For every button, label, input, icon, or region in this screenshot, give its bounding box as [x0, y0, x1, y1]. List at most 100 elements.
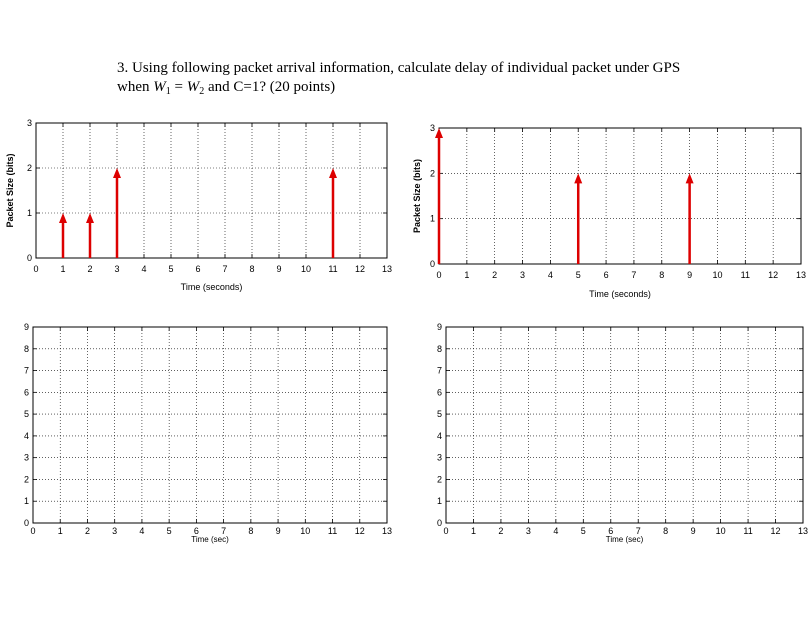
plot-frame	[32, 326, 388, 524]
x-tick-label: 0	[436, 270, 441, 280]
question-line-2: when W1 = W2 and C=1? (20 points)	[117, 78, 757, 101]
packet-arrow-head	[574, 173, 583, 184]
plot-frame	[438, 127, 802, 265]
x-tick-label: 9	[687, 270, 692, 280]
x-tick-label: 2	[498, 526, 503, 536]
plot-frame	[35, 122, 388, 259]
x-tick-label: 2	[85, 526, 90, 536]
question-number: 3.	[117, 60, 129, 76]
w2-symbol: W	[186, 79, 200, 95]
x-tick-label: 4	[548, 270, 553, 280]
question-when: when	[117, 79, 150, 95]
question-rest: and C=1? (20 points)	[204, 79, 336, 95]
x-axis-label: Time (sec)	[191, 535, 229, 544]
x-tick-label: 13	[382, 526, 392, 536]
x-tick-label: 9	[276, 264, 281, 274]
y-tick-label: 4	[24, 431, 29, 441]
plot-frame	[445, 326, 804, 524]
x-tick-label: 7	[222, 264, 227, 274]
y-tick-label: 9	[24, 322, 29, 332]
x-tick-label: 4	[553, 526, 558, 536]
x-tick-label: 6	[195, 264, 200, 274]
x-tick-label: 10	[716, 526, 726, 536]
packet-arrow-head	[86, 213, 94, 223]
x-axis-label: Time (seconds)	[181, 282, 243, 292]
packet-arrow-head	[685, 173, 694, 184]
x-tick-label: 0	[33, 264, 38, 274]
x-tick-label: 4	[141, 264, 146, 274]
x-tick-label: 2	[492, 270, 497, 280]
y-tick-label: 2	[24, 474, 29, 484]
packet-arrow-head	[59, 213, 67, 223]
y-axis-label: Packet Size (bits)	[412, 159, 422, 233]
y-tick-label: 6	[24, 387, 29, 397]
w2-subscript: 2	[199, 86, 205, 97]
y-tick-label: 8	[437, 344, 442, 354]
y-tick-label: 1	[437, 496, 442, 506]
question-text: 3. Using following packet arrival inform…	[117, 59, 757, 101]
w1-subscript: 1	[165, 86, 171, 97]
x-tick-label: 12	[355, 526, 365, 536]
x-tick-label: 13	[382, 264, 392, 274]
x-tick-label: 1	[471, 526, 476, 536]
y-tick-label: 0	[27, 253, 32, 263]
y-axis-label: Packet Size (bits)	[5, 153, 15, 227]
x-tick-label: 3	[520, 270, 525, 280]
packet-arrow-head	[329, 168, 337, 178]
x-tick-label: 11	[328, 526, 337, 536]
x-tick-label: 9	[691, 526, 696, 536]
y-tick-label: 1	[27, 208, 32, 218]
packet-arrow-head	[113, 168, 121, 178]
packet-arrow-head	[435, 128, 443, 138]
question-line-1: 3. Using following packet arrival inform…	[117, 59, 757, 78]
x-tick-label: 1	[58, 526, 63, 536]
x-tick-label: 2	[87, 264, 92, 274]
x-tick-label: 0	[30, 526, 35, 536]
x-tick-label: 12	[768, 270, 778, 280]
x-tick-label: 13	[796, 270, 806, 280]
x-tick-label: 12	[771, 526, 781, 536]
x-tick-label: 4	[139, 526, 144, 536]
x-tick-label: 11	[741, 270, 750, 280]
y-tick-label: 7	[24, 366, 29, 376]
x-tick-label: 8	[248, 526, 253, 536]
x-tick-label: 13	[798, 526, 808, 536]
y-tick-label: 3	[27, 118, 32, 128]
y-tick-label: 8	[24, 344, 29, 354]
x-tick-label: 5	[167, 526, 172, 536]
equals-sign: =	[170, 79, 187, 95]
y-tick-label: 2	[437, 474, 442, 484]
w1-symbol: W	[153, 79, 166, 95]
x-tick-label: 6	[194, 526, 199, 536]
x-tick-label: 9	[276, 526, 281, 536]
x-tick-label: 1	[464, 270, 469, 280]
x-tick-label: 11	[328, 264, 337, 274]
x-tick-label: 5	[581, 526, 586, 536]
y-tick-label: 6	[437, 387, 442, 397]
y-tick-label: 3	[430, 123, 435, 133]
y-tick-label: 9	[437, 322, 442, 332]
question-line1-text: Using following packet arrival informati…	[132, 60, 681, 76]
y-tick-label: 1	[24, 496, 29, 506]
x-tick-label: 3	[112, 526, 117, 536]
x-tick-label: 7	[636, 526, 641, 536]
x-tick-label: 7	[631, 270, 636, 280]
x-tick-label: 10	[301, 264, 311, 274]
y-tick-label: 2	[430, 168, 435, 178]
x-tick-label: 7	[221, 526, 226, 536]
x-tick-label: 12	[355, 264, 365, 274]
x-tick-label: 5	[576, 270, 581, 280]
y-tick-label: 5	[437, 409, 442, 419]
x-axis-label: Time (sec)	[606, 535, 644, 544]
y-tick-label: 1	[430, 214, 435, 224]
y-tick-label: 0	[24, 518, 29, 528]
x-tick-label: 10	[300, 526, 310, 536]
y-tick-label: 5	[24, 409, 29, 419]
y-tick-label: 3	[24, 453, 29, 463]
y-tick-label: 3	[437, 453, 442, 463]
x-tick-label: 8	[249, 264, 254, 274]
y-tick-label: 4	[437, 431, 442, 441]
